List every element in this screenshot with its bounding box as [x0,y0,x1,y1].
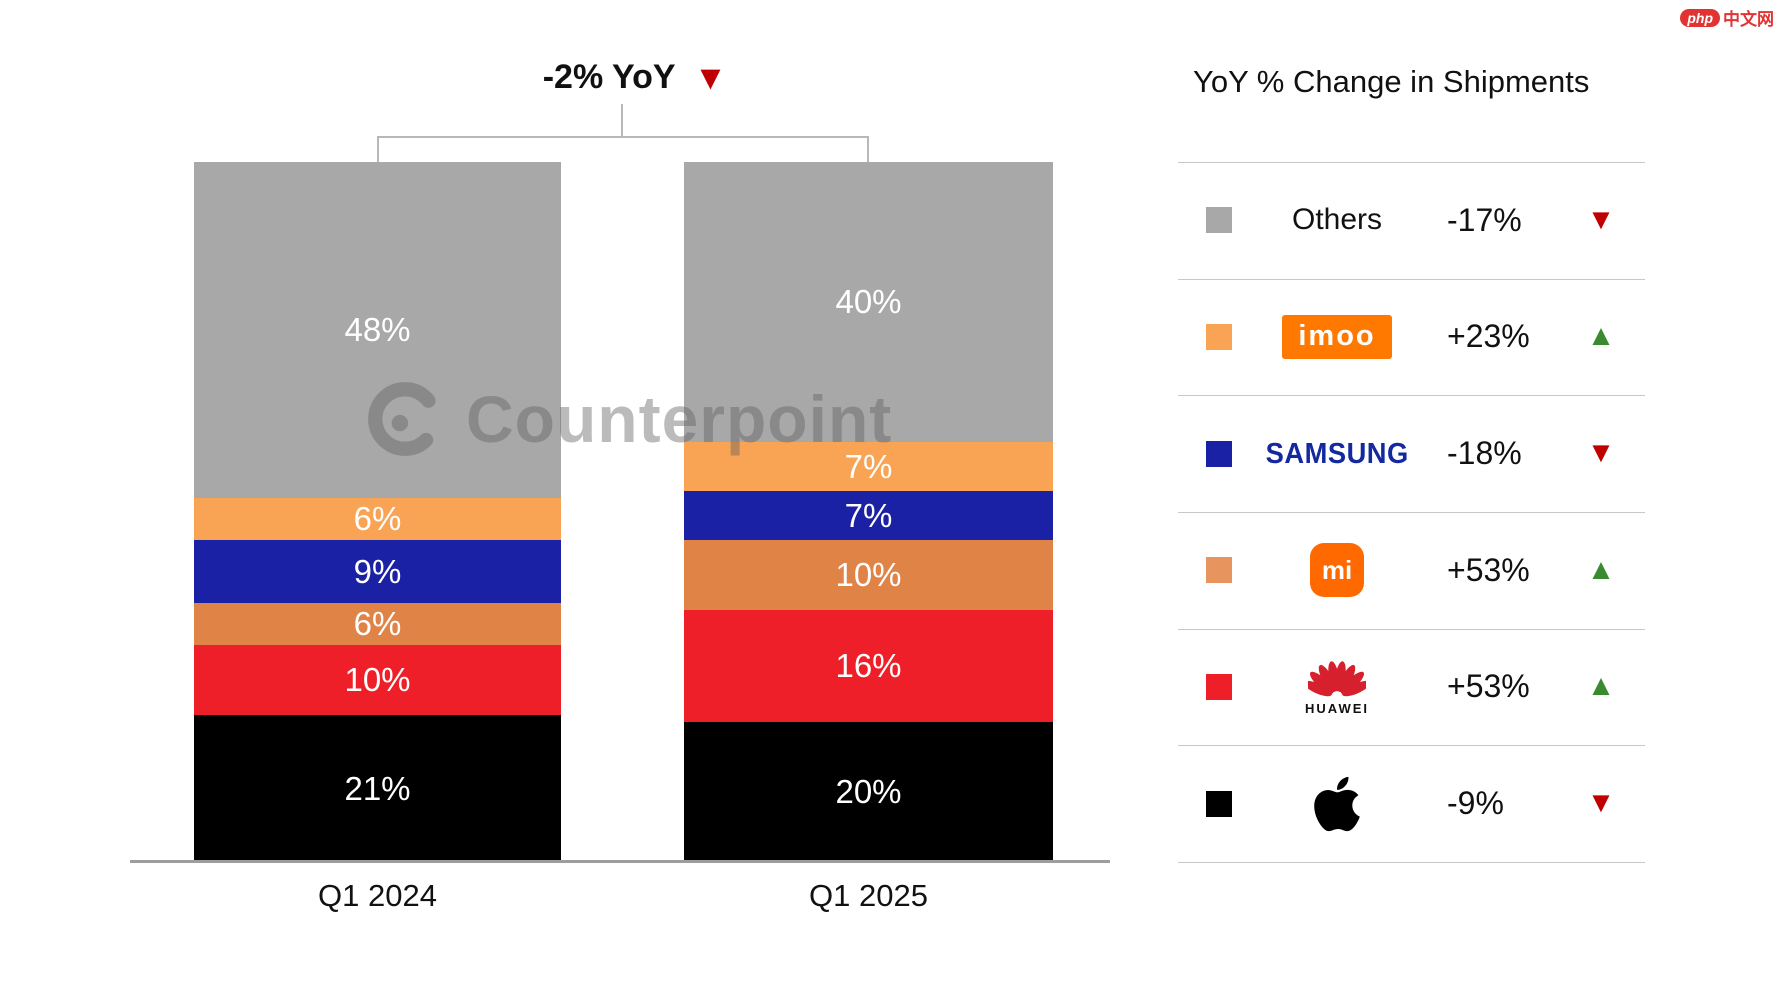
up-triangle-icon: ▲ [1586,670,1616,703]
bar-segment-xiaomi-q1-2024: 6% [194,603,561,645]
segment-value-label: 16% [835,647,902,684]
legend-swatch-others [1206,207,1232,234]
legend-row-samsung: SAMSUNG -18% ▼ [1178,395,1645,512]
legend-swatch-xiaomi [1206,557,1232,584]
legend-separator [1178,512,1645,513]
bar-segment-apple-q1-2024: 21% [194,715,561,862]
up-triangle-icon: ▲ [1586,320,1616,353]
bar-segment-others-q1-2024: 48% [194,162,561,498]
segment-value-label: 6% [353,605,402,642]
yoy-total-label: -2% YoY [542,58,676,96]
up-triangle-icon: ▲ [1586,553,1616,586]
bar-segment-apple-q1-2025: 20% [684,722,1053,862]
bar-segment-others-q1-2025: 40% [684,162,1053,442]
xiaomi-mi-logo-icon: mi [1252,543,1422,598]
others-label: Others [1252,203,1422,237]
legend-row-huawei: HUAWEI +53% ▲ [1178,629,1645,746]
segment-value-label: 9% [353,552,402,590]
bar-segment-xiaomi-q1-2025: 10% [684,540,1053,610]
down-triangle-icon: ▼ [1586,203,1616,236]
legend-separator [1178,395,1645,397]
php-logo-icon: php [1680,8,1720,27]
site-logo-text: 中文网 [1723,10,1774,29]
legend-row-xiaomi: mi +53% ▲ [1178,512,1645,629]
segment-value-label: 7% [844,447,893,485]
legend-separator [1178,278,1645,280]
down-triangle-icon: ▼ [1586,787,1616,820]
legend-separator [1178,162,1645,163]
mi-glyph: mi [1321,554,1353,585]
others-text: Others [1291,203,1383,237]
segment-value-label: 20% [835,773,902,810]
bracket-tick-right [867,136,869,162]
legend-swatch-apple [1206,790,1232,817]
x-axis-label-q1-2025: Q1 2025 [809,878,928,913]
bar-segment-huawei-q1-2024: 10% [194,645,561,715]
legend-separator [1178,745,1645,747]
apple-logo-icon [1252,773,1422,835]
down-triangle-icon: ▼ [693,58,728,97]
yoy-change-value-samsung: -18% [1447,435,1522,472]
segment-value-label: 10% [344,661,411,698]
segment-value-label: 6% [353,500,402,537]
segment-value-label: 40% [835,283,902,320]
samsung-logo-icon: SAMSUNG [1252,436,1422,470]
samsung-wordmark: SAMSUNG [1265,436,1409,470]
x-axis-label-q1-2024: Q1 2024 [318,878,437,913]
yoy-change-value-huawei: +53% [1447,668,1530,705]
legend-row-imoo: imoo +23% ▲ [1178,279,1645,396]
huawei-logo-icon: HUAWEI [1252,657,1422,716]
mi-tile: mi [1310,543,1364,598]
legend-swatch-samsung [1206,440,1232,467]
legend-title: YoY % Change in Shipments [1193,64,1590,99]
chart-title: -2% YoY ▼ [543,58,728,97]
bar-segment-imoo-q1-2024: 6% [194,498,561,540]
yoy-change-value-apple: -9% [1447,785,1504,822]
bracket-stem [621,104,623,138]
down-triangle-icon: ▼ [1586,437,1616,470]
yoy-change-value-others: -17% [1447,201,1522,238]
legend-row-apple: -9% ▼ [1178,745,1645,862]
huawei-flower-icon: HUAWEI [1305,657,1369,716]
site-logo: php 中文网 [1680,5,1774,30]
yoy-change-value-imoo: +23% [1447,318,1530,355]
bar-segment-samsung-q1-2024: 9% [194,540,561,603]
imoo-wordmark: imoo [1298,320,1376,353]
x-axis-line [130,860,1110,863]
legend-row-others: Others -17% ▼ [1178,162,1645,279]
legend-separator [1178,628,1645,630]
segment-value-label: 48% [344,311,411,348]
segment-value-label: 7% [844,496,893,534]
bar-segment-imoo-q1-2025: 7% [684,442,1053,491]
legend-swatch-huawei [1206,673,1232,700]
imoo-logo-icon: imoo [1252,314,1422,359]
legend-swatch-imoo [1206,323,1232,350]
bracket-tick-left [377,136,379,162]
bracket-line [377,136,869,138]
bar-segment-samsung-q1-2025: 7% [684,491,1053,540]
huawei-caption: HUAWEI [1305,701,1369,717]
yoy-change-value-xiaomi: +53% [1447,551,1530,588]
segment-value-label: 21% [344,769,411,807]
segment-value-label: 10% [835,556,902,593]
legend-separator [1178,862,1645,863]
bar-segment-huawei-q1-2025: 16% [684,610,1053,722]
imoo-badge: imoo [1282,314,1392,359]
